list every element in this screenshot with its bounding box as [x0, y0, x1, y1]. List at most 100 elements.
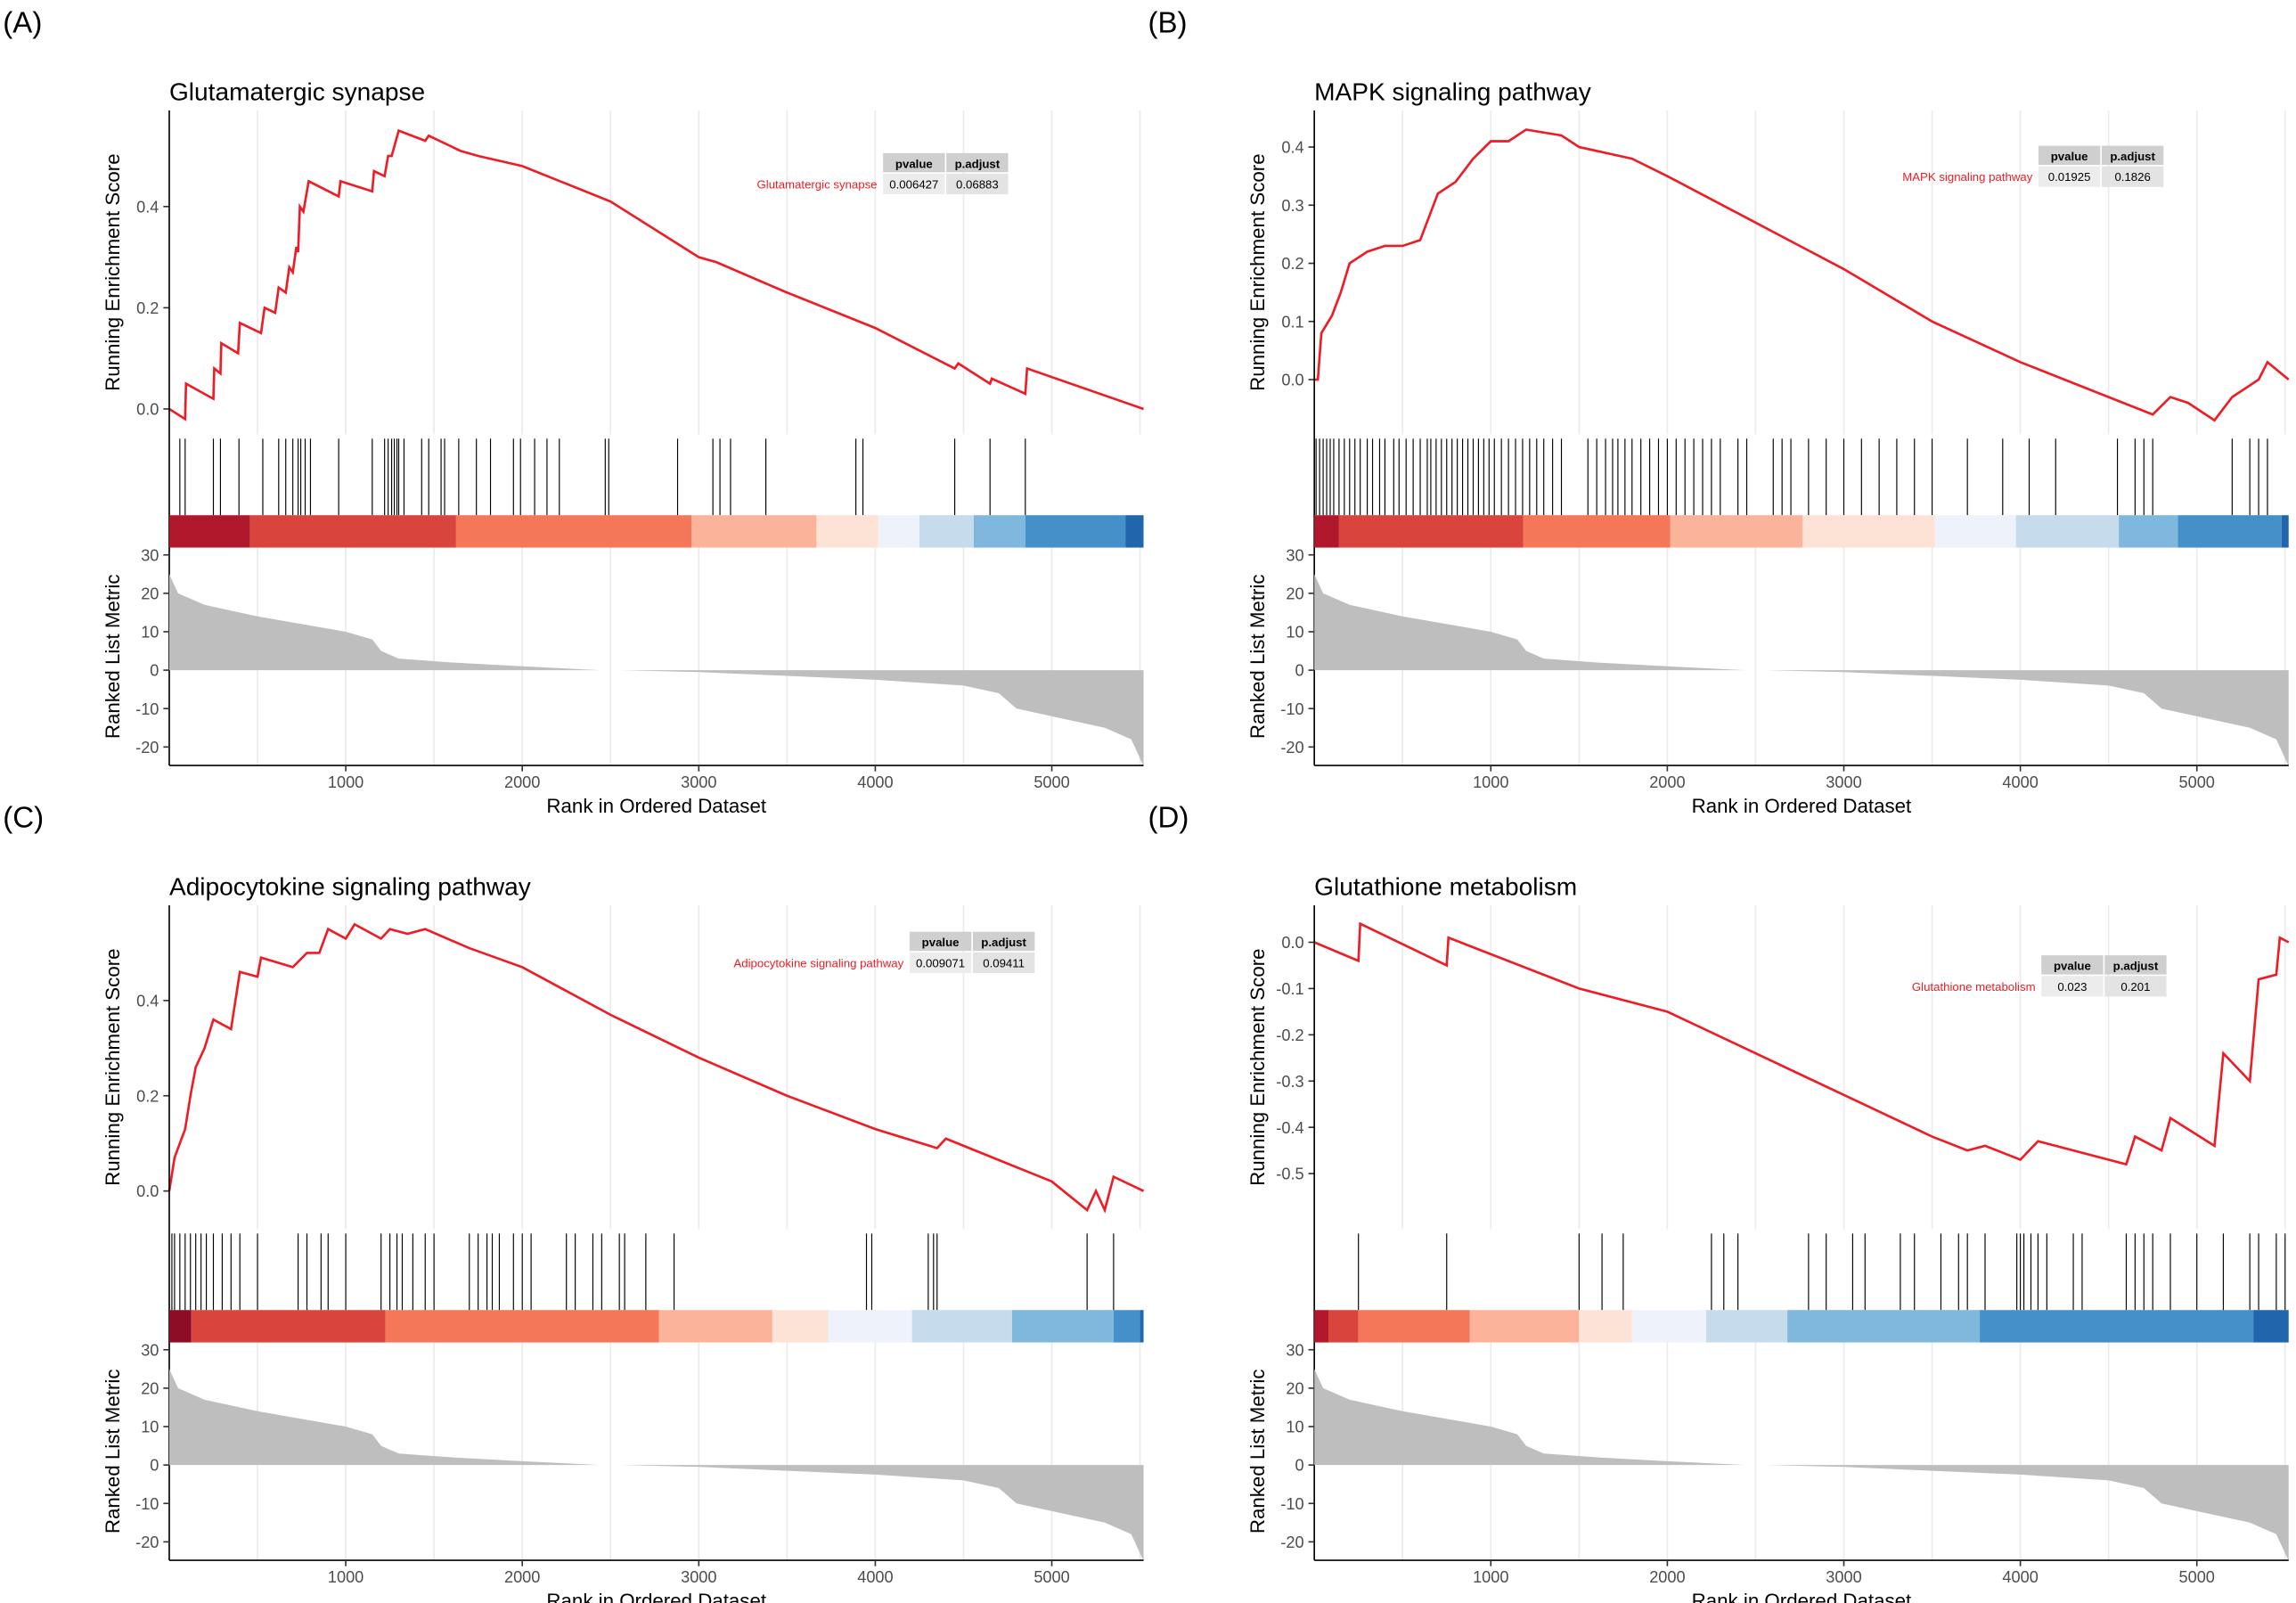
- y-tick-label: 0.4: [136, 992, 159, 1010]
- table-header-cell: [2101, 145, 2164, 166]
- table-header-cell: [2104, 955, 2167, 975]
- running-es-line: [1314, 128, 2290, 422]
- x-tick-label: 1000: [1473, 1568, 1508, 1586]
- rank-colorbar-segment: [1787, 1310, 1981, 1343]
- rank-colorbar-segment: [1011, 1310, 1114, 1343]
- y-tick-label: -0.2: [1276, 1026, 1303, 1044]
- gsea-panel-c: (C) Adipocytokine signaling pathway 0.0 0.2…: [3, 800, 1145, 1603]
- table-header-pvalue: pvalue: [895, 157, 933, 170]
- rank-colorbar-segment: [1314, 1310, 1329, 1343]
- metric-tick-label: -10: [135, 700, 159, 718]
- chart-title: MAPK signaling pathway: [1314, 78, 1591, 105]
- ranked-metric-area: [168, 574, 1144, 766]
- rank-colorbar-segment: [2281, 515, 2289, 548]
- metric-tick-label: 30: [141, 1341, 159, 1359]
- x-tick-label: 5000: [2179, 773, 2215, 791]
- rank-colorbar-segment: [973, 515, 1025, 548]
- x-tick-label: 5000: [1034, 1568, 1069, 1586]
- x-tick-label: 3000: [1826, 1568, 1861, 1586]
- rank-colorbar-segment: [249, 515, 456, 548]
- table-header-cell: [946, 152, 1009, 173]
- y-tick-label: 0.0: [136, 1182, 159, 1200]
- metric-tick-label: 0: [150, 1457, 159, 1475]
- x-tick-label: 4000: [857, 1568, 893, 1586]
- running-es-line: [1313, 921, 2290, 1166]
- rank-colorbar-segment: [1670, 515, 1803, 548]
- rank-colorbar-segment: [1934, 515, 2016, 548]
- metric-tick-label: -20: [135, 739, 159, 757]
- metric-tick-label: 30: [141, 546, 159, 564]
- table-padjust: 0.201: [2120, 980, 2150, 994]
- rank-colorbar-segment: [1125, 515, 1144, 548]
- gsea-panel-b: (B) MAPK signaling pathway 0.0 0.1 0.2 0.3 0.4…: [1148, 5, 2290, 817]
- rank-colorbar-segment: [919, 515, 974, 548]
- running-es-line: [168, 128, 1144, 421]
- table-pvalue: 0.006427: [889, 177, 938, 191]
- table-term-label: Glutamatergic synapse: [757, 177, 878, 191]
- table-cell: [2038, 166, 2101, 187]
- x-tick-label: 2000: [1649, 773, 1685, 791]
- y-tick-label: 0.2: [136, 1087, 159, 1105]
- x-tick-label: 4000: [857, 773, 893, 791]
- table-cell: [2101, 166, 2164, 187]
- y-tick-label: -0.5: [1276, 1165, 1303, 1183]
- x-tick-label: 1000: [328, 1568, 364, 1586]
- metric-tick-label: -20: [1280, 739, 1303, 757]
- rank-colorbar-segment: [2015, 515, 2120, 548]
- y-tick-label: 0.2: [136, 299, 159, 317]
- table-padjust: 0.1826: [2114, 170, 2150, 184]
- x-tick-label: 4000: [2002, 1568, 2038, 1586]
- y-tick-label: 0.0: [1281, 934, 1303, 952]
- metric-tick-label: 20: [1286, 585, 1303, 602]
- metric-tick-label: 30: [1286, 546, 1303, 564]
- x-tick-label: 2000: [1649, 1568, 1685, 1586]
- metric-axis-title: Ranked List Metric: [102, 574, 124, 739]
- rank-colorbar-segment: [455, 515, 691, 548]
- table-cell: [909, 952, 972, 973]
- rank-colorbar-segment: [1469, 1310, 1580, 1343]
- gsea-panel-d: (D) Glutathione metabolism 0.0 -0.1 -0.2 -0.3…: [1148, 800, 2290, 1603]
- metric-tick-label: 20: [141, 1380, 159, 1398]
- y-axis-title: Running Enrichment Score: [1246, 948, 1269, 1185]
- y-tick-label: -0.1: [1276, 980, 1303, 998]
- x-tick-label: 2000: [504, 1568, 540, 1586]
- table-header-cell: [972, 931, 1035, 952]
- pvalue-table: pvalue p.adjust Glutathione metabolism 0.02…: [1912, 955, 2167, 997]
- y-axis-title: Running Enrichment Score: [102, 153, 124, 390]
- rank-colorbar-segment: [690, 515, 817, 548]
- table-header-padjust: p.adjust: [955, 157, 1001, 170]
- pvalue-table: pvalue p.adjust Adipocytokine signaling pa…: [733, 931, 1035, 973]
- rank-colorbar-segment: [816, 515, 878, 548]
- x-tick-label: 5000: [1034, 773, 1069, 791]
- rank-colorbar-segment: [1631, 1310, 1706, 1343]
- rank-colorbar-segment: [1113, 1310, 1140, 1343]
- table-header-cell: [2038, 145, 2101, 166]
- y-axis-title: Running Enrichment Score: [102, 948, 124, 1185]
- table-pvalue: 0.009071: [916, 956, 965, 969]
- table-header-pvalue: pvalue: [2051, 150, 2088, 163]
- table-cell: [2041, 976, 2104, 997]
- metric-tick-label: -10: [1280, 1495, 1303, 1513]
- ranked-metric-area: [1314, 1369, 2289, 1561]
- metric-tick-label: 0: [1295, 1457, 1303, 1475]
- chart-title: Glutamatergic synapse: [169, 78, 425, 105]
- x-axis-title: Rank in Ordered Dataset: [546, 795, 766, 817]
- table-header-padjust: p.adjust: [981, 936, 1026, 949]
- metric-tick-label: -20: [135, 1533, 159, 1551]
- rank-colorbar-segment: [1338, 515, 1524, 548]
- rank-colorbar-segment: [911, 1310, 1012, 1343]
- x-tick-label: 3000: [1826, 773, 1861, 791]
- y-tick-label: 0.4: [1281, 139, 1303, 157]
- table-header-cell: [909, 931, 972, 952]
- y-axis-title: Running Enrichment Score: [1246, 153, 1269, 390]
- table-header-pvalue: pvalue: [2054, 960, 2091, 973]
- x-axis-title: Rank in Ordered Dataset: [1692, 795, 1912, 817]
- rank-colorbar-segment: [878, 515, 919, 548]
- metric-tick-label: -20: [1280, 1533, 1303, 1551]
- y-tick-label: 0.0: [136, 401, 159, 419]
- y-tick-label: 0.4: [136, 198, 159, 216]
- rank-colorbar-segment: [2178, 515, 2282, 548]
- rank-colorbar-segment: [1802, 515, 1935, 548]
- x-tick-label: 4000: [2002, 773, 2038, 791]
